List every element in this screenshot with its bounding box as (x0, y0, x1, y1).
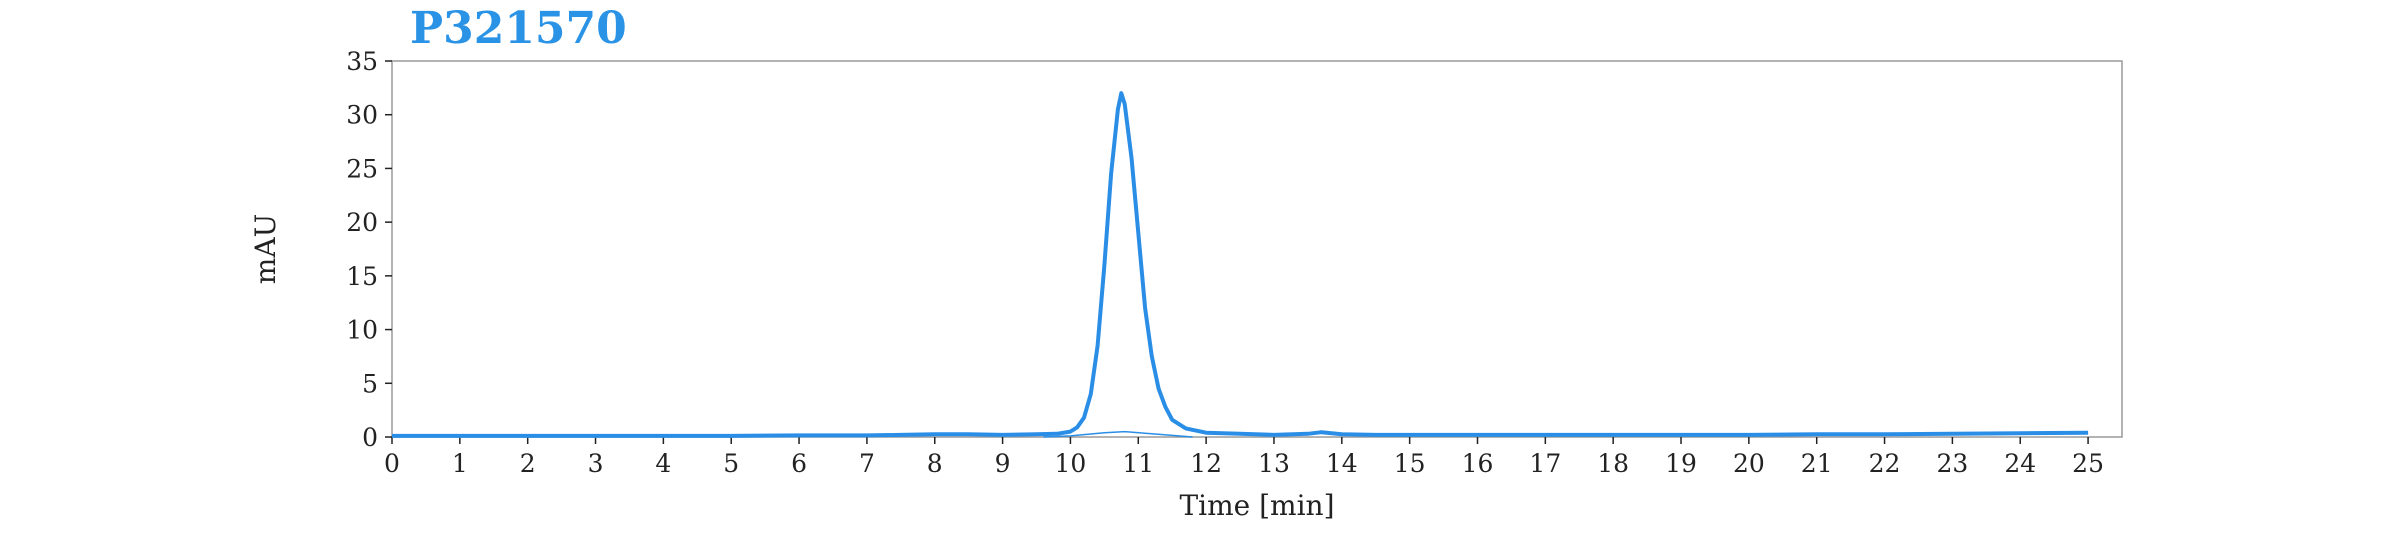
x-tick-label: 9 (995, 449, 1011, 478)
x-tick-label: 15 (1394, 449, 1426, 478)
x-tick-label: 19 (1665, 449, 1697, 478)
x-tick-label: 13 (1258, 449, 1290, 478)
x-tick-label: 6 (791, 449, 807, 478)
x-tick-label: 22 (1869, 449, 1901, 478)
x-tick-label: 18 (1597, 449, 1629, 478)
x-tick-label: 0 (384, 449, 400, 478)
x-axis: 0 1 2 3 4 5 6 7 8 9 10 11 12 13 14 15 16 17 18 19 20 21 22 23 24… (384, 437, 2104, 478)
series-layer (392, 91, 2089, 438)
x-tick-label: 17 (1529, 449, 1561, 478)
x-tick-label: 1 (452, 449, 468, 478)
x-tick-label: 10 (1055, 449, 1087, 478)
x-tick-label: 24 (2004, 449, 2036, 478)
chart-title: P321570 (410, 3, 627, 54)
y-axis-label: mAU (249, 214, 282, 284)
x-tick-label: 5 (723, 449, 739, 478)
x-tick-label: 8 (927, 449, 943, 478)
x-tick-label: 20 (1733, 449, 1765, 478)
x-tick-label: 4 (655, 449, 671, 478)
series-line-signal (392, 91, 2089, 438)
y-tick-label: 25 (346, 154, 378, 183)
y-tick-label: 35 (346, 47, 378, 76)
y-tick-label: 20 (346, 208, 378, 237)
y-tick-label: 0 (362, 423, 378, 452)
x-tick-label: 11 (1122, 449, 1154, 478)
x-tick-label: 12 (1190, 449, 1222, 478)
x-tick-label: 23 (1936, 449, 1968, 478)
series-line-baseline (1043, 430, 1193, 438)
plot-frame (391, 60, 2123, 438)
x-tick-label: 16 (1462, 449, 1494, 478)
x-axis-label: Time [min] (1179, 489, 1334, 522)
x-tick-label: 21 (1801, 449, 1833, 478)
y-tick-label: 10 (346, 316, 378, 345)
y-tick-label: 15 (346, 262, 378, 291)
x-tick-label: 7 (859, 449, 875, 478)
y-axis: 0 5 10 15 20 25 30 35 (346, 47, 392, 452)
x-tick-label: 2 (520, 449, 536, 478)
x-tick-label: 25 (2072, 449, 2104, 478)
y-tick-label: 5 (362, 369, 378, 398)
y-tick-label: 30 (346, 101, 378, 130)
x-tick-label: 14 (1326, 449, 1358, 478)
x-tick-label: 3 (588, 449, 604, 478)
